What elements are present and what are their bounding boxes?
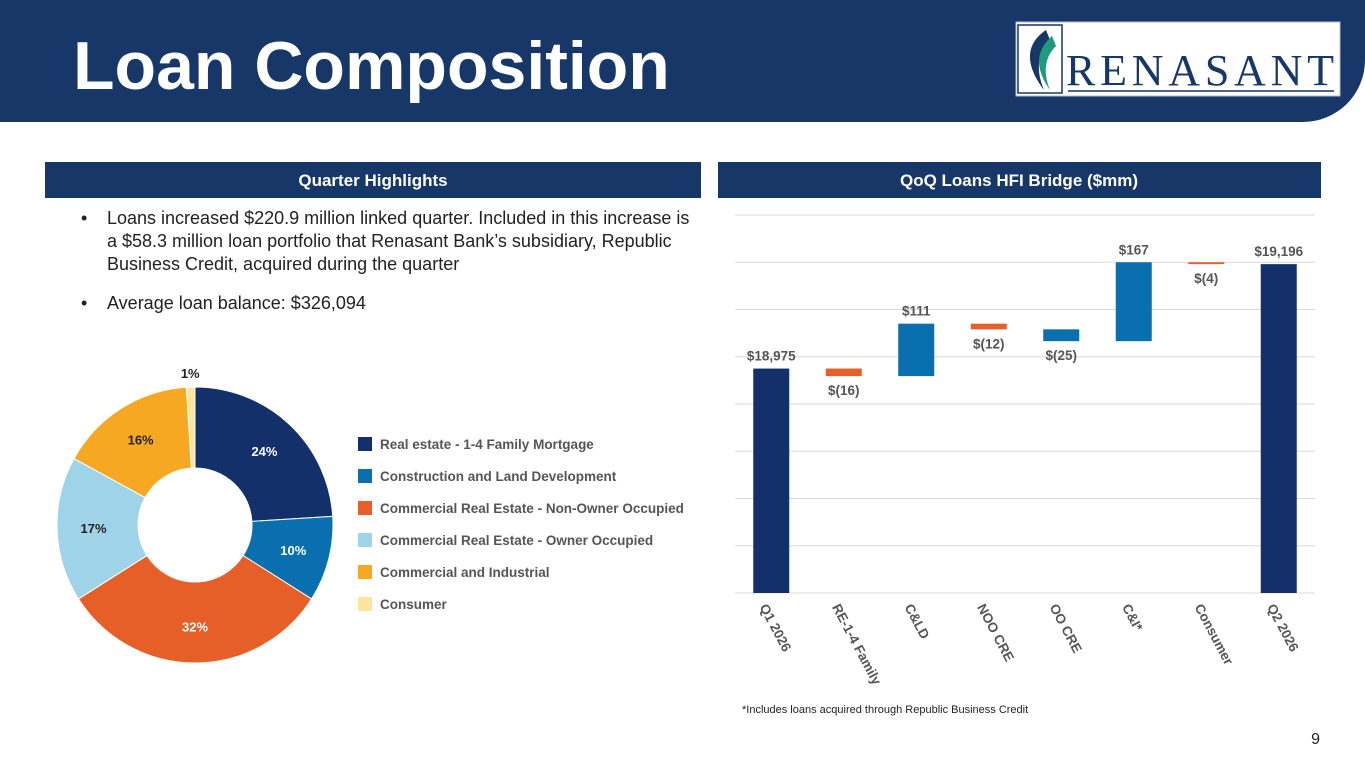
x-tick-label: NOO CRE bbox=[974, 601, 1017, 664]
section-header bbox=[45, 162, 701, 198]
legend-label: Construction and Land Development bbox=[380, 469, 617, 484]
legend-swatch bbox=[358, 565, 372, 579]
x-tick-label: Q2 2026 bbox=[1264, 601, 1302, 654]
slice-label: 32% bbox=[182, 620, 208, 635]
slice-label: 24% bbox=[251, 444, 277, 459]
legend-swatch bbox=[358, 501, 372, 515]
logo-swoosh bbox=[1039, 36, 1056, 90]
footnote: *Includes loans acquired through Republi… bbox=[742, 704, 1028, 716]
value-label: $(4) bbox=[1194, 271, 1218, 286]
value-label: $(25) bbox=[1045, 348, 1077, 363]
bar bbox=[1043, 329, 1080, 342]
x-tick-label: RE-1-4 Family bbox=[829, 601, 884, 687]
logo-text: RENASANT bbox=[1066, 46, 1334, 95]
donut-slice bbox=[185, 386, 196, 469]
section-header bbox=[718, 162, 1321, 198]
bar bbox=[1115, 262, 1152, 342]
donut-slice bbox=[194, 386, 334, 522]
bar bbox=[753, 368, 790, 593]
bar bbox=[1260, 264, 1297, 593]
donut-slice bbox=[77, 554, 313, 664]
legend-swatch bbox=[358, 597, 372, 611]
x-tick-label: OO CRE bbox=[1047, 601, 1085, 655]
x-tick-label: C&I* bbox=[1119, 601, 1146, 634]
value-label: $19,196 bbox=[1254, 244, 1303, 259]
legend-swatch bbox=[358, 533, 372, 547]
title: Loan Composition bbox=[73, 28, 670, 104]
legend-swatch bbox=[358, 437, 372, 451]
bullet: Loans increased $220.9 million linked qu… bbox=[81, 207, 692, 276]
legend-label: Commercial Real Estate - Non-Owner Occup… bbox=[380, 501, 684, 516]
x-tick-label: Consumer bbox=[1192, 601, 1237, 668]
legend-label: Commercial Real Estate - Owner Occupied bbox=[380, 533, 653, 548]
slice-label: 16% bbox=[128, 432, 154, 447]
bar bbox=[898, 323, 935, 377]
bar bbox=[825, 368, 862, 377]
legend-label: Commercial and Industrial bbox=[380, 565, 550, 580]
value-label: $18,975 bbox=[747, 349, 796, 364]
value-label: $111 bbox=[902, 304, 931, 319]
page-number: 9 bbox=[1311, 731, 1320, 748]
legend-label: Consumer bbox=[380, 597, 448, 612]
value-label: $(16) bbox=[828, 383, 860, 398]
bar bbox=[1188, 262, 1225, 265]
value-label: $(12) bbox=[973, 336, 1005, 351]
x-tick-label: Q1 2026 bbox=[757, 601, 795, 654]
bullet: Average loan balance: $326,094 bbox=[81, 292, 692, 315]
legend-label: Real estate - 1-4 Family Mortgage bbox=[380, 437, 594, 452]
bar bbox=[970, 323, 1007, 330]
logo-box bbox=[1015, 21, 1341, 97]
value-label: $167 bbox=[1119, 242, 1149, 257]
donut-slice bbox=[56, 457, 148, 600]
section-title: QoQ Loans HFI Bridge ($mm) bbox=[900, 171, 1138, 190]
donut-slice bbox=[73, 386, 192, 499]
legend-swatch bbox=[358, 469, 372, 483]
slice-label: 1% bbox=[181, 366, 200, 381]
section-title: Quarter Highlights bbox=[298, 171, 447, 190]
slice-label: 10% bbox=[280, 543, 306, 558]
slice-label: 17% bbox=[81, 521, 107, 536]
x-tick-label: C&LD bbox=[902, 601, 933, 641]
